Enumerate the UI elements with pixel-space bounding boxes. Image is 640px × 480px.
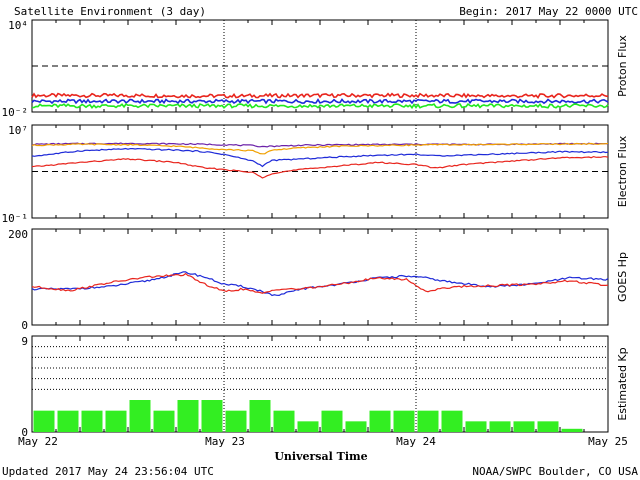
kp-bar [345, 421, 367, 432]
chart-title: Satellite Environment (3 day) [14, 5, 206, 18]
y-tick-label: 0 [21, 426, 28, 439]
proton-flux-series-blue [31, 98, 609, 105]
goes-hp-series-blue [31, 271, 609, 297]
x-axis-label: Universal Time [274, 450, 367, 463]
goes-hp-series-red [31, 272, 609, 294]
x-tick-label: May 23 [205, 435, 245, 448]
y-axis-label: GOES Hp [616, 252, 629, 302]
y-tick-label: 10⁻¹ [2, 212, 29, 225]
proton-flux-series-red [31, 92, 609, 99]
kp-bar [153, 410, 175, 432]
kp-bar [177, 400, 199, 432]
electron-flux-series-blue [31, 147, 609, 168]
source-credit: NOAA/SWPC Boulder, CO USA [472, 465, 638, 478]
kp-bar [513, 421, 535, 432]
y-tick-label: 10⁻² [2, 106, 29, 119]
proton-flux-series-green [31, 102, 609, 110]
updated-time: Updated 2017 May 24 23:56:04 UTC [2, 465, 214, 478]
kp-bar [417, 410, 439, 432]
electron-flux-frame [31, 124, 609, 219]
kp-bar [561, 428, 583, 432]
y-tick-label: 0 [21, 319, 28, 332]
y-tick-label: 10⁴ [8, 19, 28, 32]
kp-bar [201, 400, 223, 432]
y-tick-label: 10⁷ [8, 124, 28, 137]
kp-bar [129, 400, 151, 432]
kp-bar [465, 421, 487, 432]
electron-flux-series-red [31, 155, 609, 179]
x-tick-label: May 22 [18, 435, 58, 448]
kp-bar [537, 421, 559, 432]
begin-time: Begin: 2017 May 22 0000 UTC [459, 5, 638, 18]
x-tick-label: May 25 [588, 435, 628, 448]
kp-bar [393, 410, 415, 432]
kp-bar [321, 410, 343, 432]
kp-bar [489, 421, 511, 432]
y-axis-label: Electron Flux [616, 135, 629, 207]
goes-hp-frame [31, 228, 609, 326]
kp-bar [105, 410, 127, 432]
kp-bar [441, 410, 463, 432]
kp-bar [81, 410, 103, 432]
y-tick-label: 200 [8, 228, 28, 241]
y-axis-label: Proton Flux [616, 35, 629, 97]
kp-bar [33, 410, 55, 432]
x-tick-label: May 24 [396, 435, 436, 448]
kp-bar [57, 410, 79, 432]
kp-bar [225, 410, 247, 432]
kp-bar [249, 400, 271, 432]
kp-bar [297, 421, 319, 432]
kp-bar [273, 410, 295, 432]
y-tick-label: 9 [21, 335, 28, 348]
kp-bar [369, 410, 391, 432]
y-axis-label: Estimated Kp [616, 347, 629, 420]
electron-flux-series-orange [31, 142, 609, 155]
